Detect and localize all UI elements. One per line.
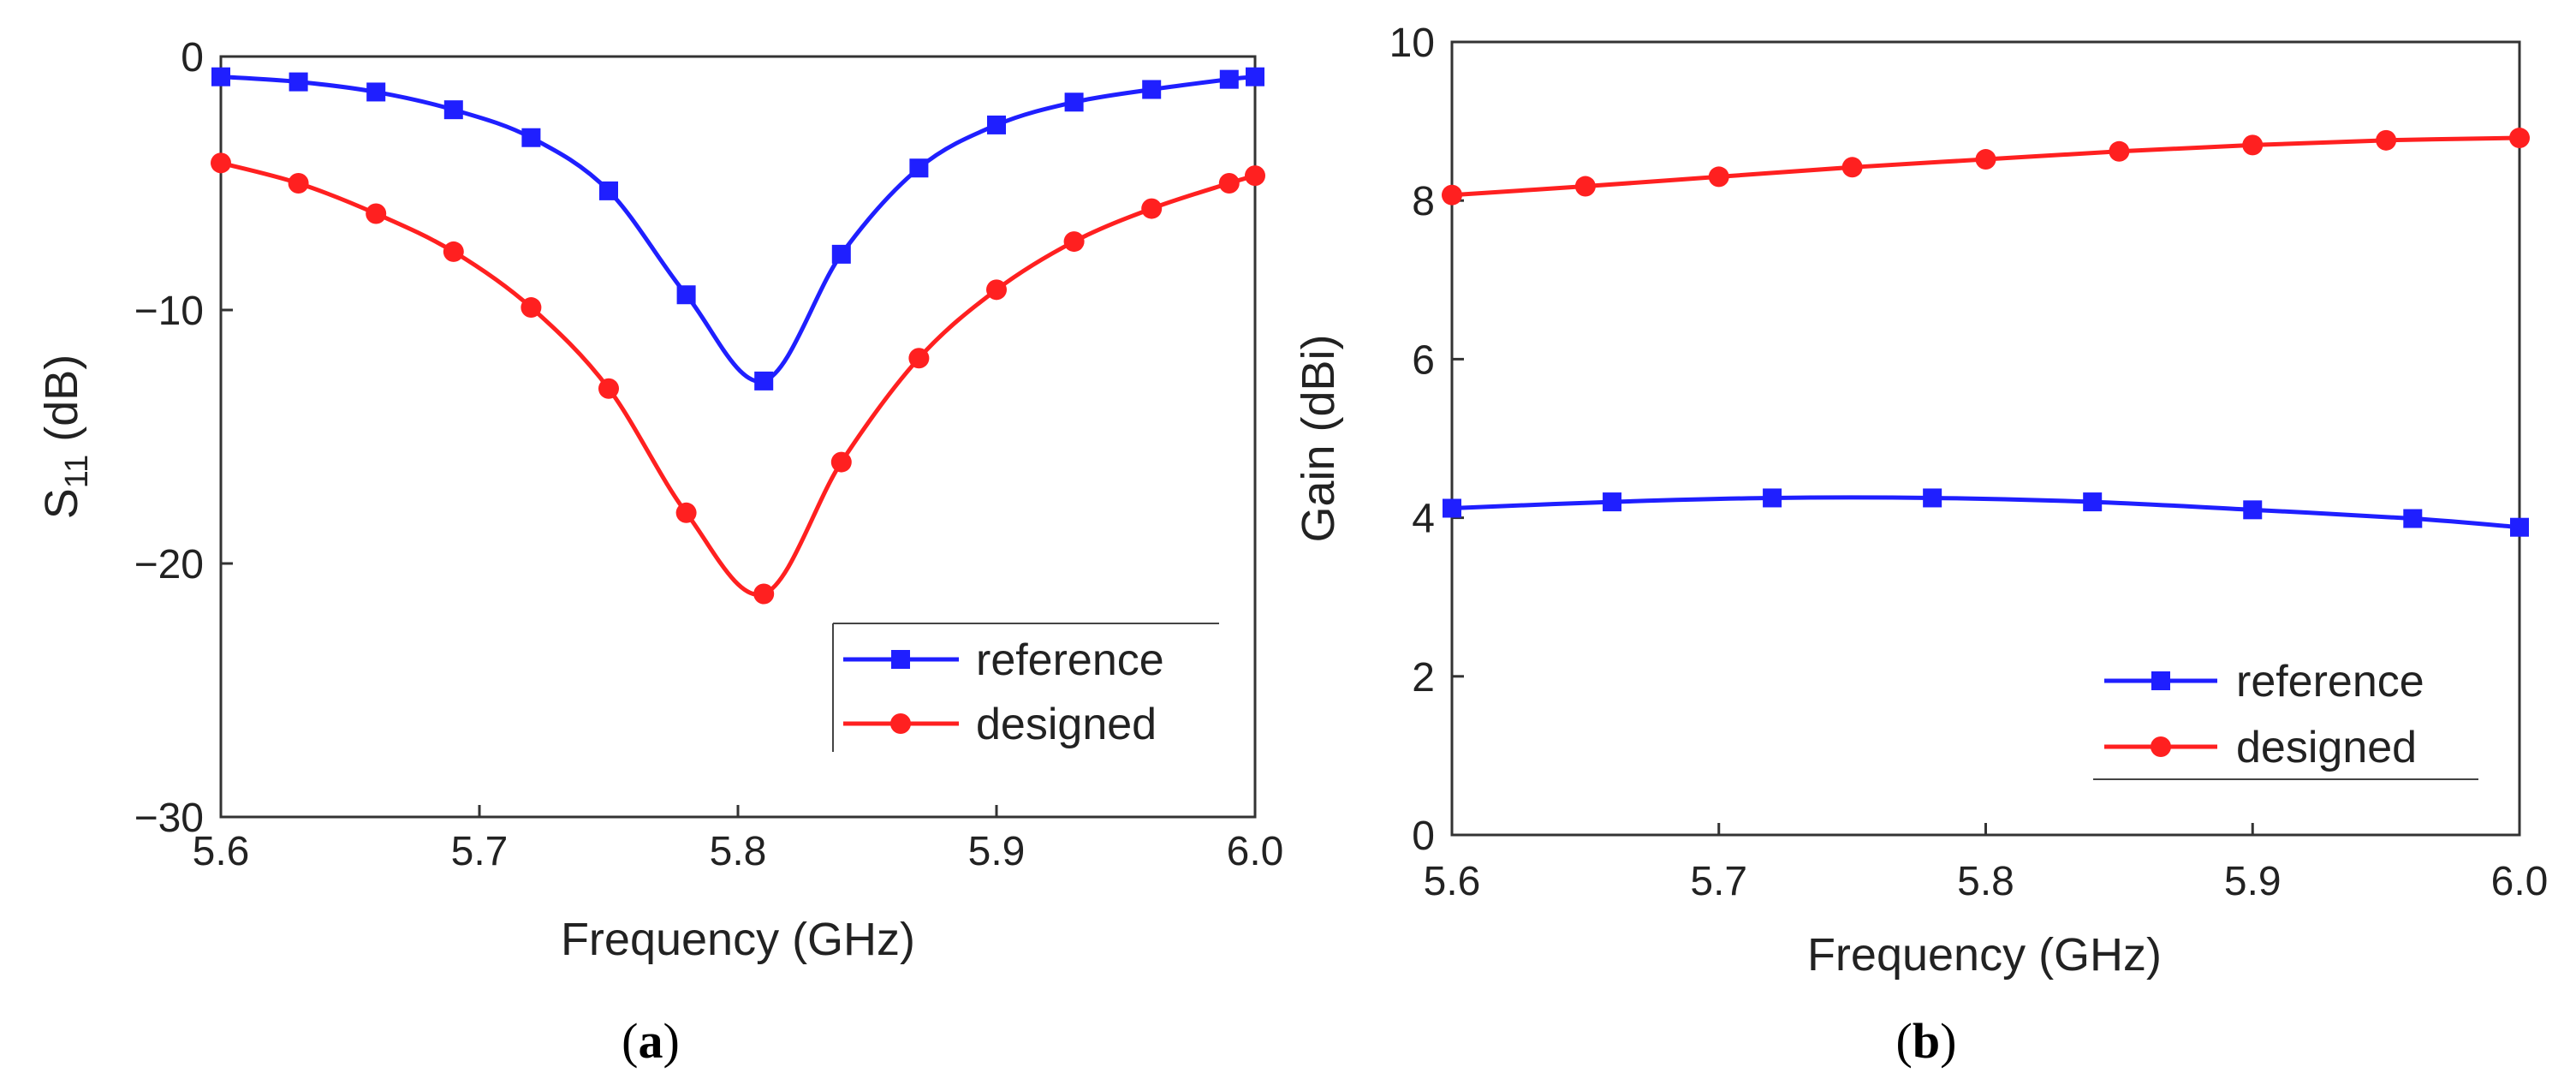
y-axis-label: S11 (dB) — [36, 355, 95, 520]
data-point-reference — [1923, 488, 1942, 508]
series-layer-b — [1442, 128, 2530, 537]
legend-entry-designed: designed — [843, 700, 1157, 749]
y-tick-label: 0 — [1412, 814, 1435, 859]
data-point-designed — [753, 583, 775, 605]
series-layer-a — [211, 67, 1265, 605]
data-point-designed — [1841, 157, 1863, 178]
axes-ticks-b: 5.6 5.7 5.8 5.9 6.0 0 2 4 6 8 10 — [1389, 21, 2549, 904]
data-point-reference — [2243, 500, 2263, 520]
legend: reference designed — [2093, 657, 2478, 780]
y-tick-label: −30 — [134, 796, 204, 841]
data-point-reference — [909, 158, 929, 178]
legend-label-designed: designed — [2236, 723, 2417, 772]
data-point-reference — [599, 181, 618, 200]
y-tick-label: −20 — [134, 542, 204, 587]
legend-label-reference: reference — [976, 635, 1164, 685]
data-point-reference — [1246, 67, 1264, 86]
data-point-designed — [443, 241, 464, 262]
data-point-reference — [2510, 517, 2529, 537]
sub-caption-b: (b) — [1896, 1013, 1957, 1069]
data-point-designed — [211, 152, 231, 174]
x-tick-label: 6.0 — [2491, 859, 2549, 904]
x-tick-label: 5.7 — [451, 829, 509, 874]
data-point-reference — [443, 100, 463, 120]
data-point-designed — [2242, 134, 2264, 156]
legend-label-reference: reference — [2236, 657, 2424, 706]
y-tick-label: −10 — [134, 289, 204, 334]
data-point-designed — [1574, 176, 1596, 197]
data-point-designed — [1442, 184, 1462, 206]
data-point-designed — [1141, 198, 1163, 219]
x-tick-label: 6.0 — [1227, 829, 1284, 874]
data-point-reference — [831, 244, 851, 264]
data-point-reference — [2403, 509, 2423, 528]
y-axis-label: Gain (dBi) — [1293, 334, 1344, 542]
x-tick-label: 5.9 — [2224, 859, 2282, 904]
data-point-designed — [2509, 128, 2530, 149]
legend-entry-reference: reference — [843, 635, 1164, 685]
data-point-reference — [1219, 69, 1239, 89]
series-line-designed — [220, 160, 1256, 597]
y-tick-label: 4 — [1412, 497, 1435, 542]
legend-entry-reference: reference — [2104, 657, 2424, 706]
y-tick-label: 6 — [1412, 337, 1435, 383]
data-point-reference — [1064, 92, 1084, 112]
data-point-reference — [366, 82, 386, 102]
legend: reference designed — [832, 623, 1219, 752]
data-point-designed — [986, 279, 1007, 301]
x-tick-label: 5.8 — [1957, 859, 2014, 904]
legend-marker-reference — [891, 650, 910, 669]
data-point-designed — [1063, 231, 1085, 253]
x-axis-label: Frequency (GHz) — [1807, 929, 2162, 981]
panel-b: 5.6 5.7 5.8 5.9 6.0 0 2 4 6 8 10 Gain (dBi) Freque… — [1293, 21, 2548, 1069]
data-point-designed — [830, 451, 852, 473]
y-tick-label: 2 — [1412, 655, 1435, 700]
data-point-reference — [211, 67, 230, 86]
y-tick-label: 8 — [1412, 179, 1435, 224]
data-point-reference — [2083, 492, 2103, 512]
y-tick-label: 10 — [1389, 21, 1435, 66]
series-line-reference — [1451, 495, 2520, 530]
y-tick-label: 0 — [181, 35, 204, 80]
data-point-designed — [675, 502, 697, 523]
data-point-designed — [366, 203, 387, 224]
data-point-designed — [288, 173, 309, 194]
data-point-designed — [1708, 166, 1729, 188]
data-point-designed — [908, 348, 930, 369]
legend-entry-designed: designed — [2104, 723, 2417, 772]
x-tick-label: 5.8 — [710, 829, 767, 874]
data-point-designed — [1218, 173, 1240, 194]
panel-a: 5.6 5.7 5.8 5.9 6.0 0 −10 −20 −30 S11 (dB) Frequ… — [36, 35, 1283, 1069]
data-point-reference — [987, 115, 1006, 134]
data-point-designed — [2376, 129, 2397, 151]
data-point-reference — [1763, 488, 1782, 508]
sub-caption-a: (a) — [622, 1013, 680, 1069]
x-axis-label: Frequency (GHz) — [561, 914, 915, 965]
data-point-reference — [754, 371, 774, 390]
legend-frame — [832, 623, 1219, 752]
data-point-reference — [1603, 492, 1622, 512]
data-point-reference — [289, 72, 308, 92]
legend-marker-designed — [2151, 736, 2171, 757]
legend-label-designed: designed — [976, 700, 1157, 749]
data-point-reference — [1142, 80, 1162, 99]
data-point-reference — [1443, 498, 1461, 518]
data-point-reference — [521, 128, 541, 147]
x-tick-label: 5.9 — [968, 829, 1026, 874]
data-point-reference — [676, 285, 696, 305]
data-point-designed — [1975, 149, 1996, 170]
axes-ticks-a: 5.6 5.7 5.8 5.9 6.0 0 −10 −20 −30 — [134, 35, 1284, 874]
legend-marker-reference — [2151, 671, 2170, 690]
data-point-designed — [598, 378, 619, 399]
x-tick-label: 5.7 — [1690, 859, 1747, 904]
data-point-designed — [1245, 165, 1265, 187]
legend-marker-designed — [890, 713, 911, 734]
data-point-designed — [521, 297, 542, 319]
x-tick-label: 5.6 — [1424, 859, 1481, 904]
data-point-designed — [2109, 140, 2130, 162]
x-tick-label: 5.6 — [193, 829, 250, 874]
